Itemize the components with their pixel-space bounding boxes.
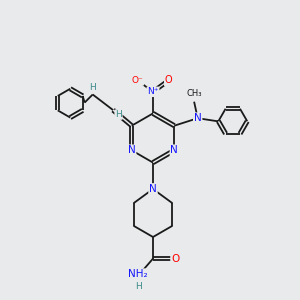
Text: O⁻: O⁻ — [131, 76, 143, 85]
Text: N: N — [170, 145, 178, 155]
Text: H: H — [135, 282, 141, 291]
Text: O: O — [171, 254, 179, 264]
Text: H: H — [115, 110, 122, 119]
Text: N⁺: N⁺ — [147, 87, 159, 96]
Text: N: N — [128, 145, 136, 155]
Text: N: N — [149, 184, 157, 194]
Text: NH₂: NH₂ — [128, 269, 148, 279]
Text: N: N — [194, 113, 202, 123]
Text: CH₃: CH₃ — [186, 89, 202, 98]
Text: H: H — [89, 83, 96, 92]
Text: O: O — [165, 75, 172, 85]
